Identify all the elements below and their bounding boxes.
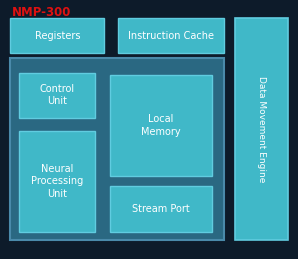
Text: Registers: Registers bbox=[35, 31, 80, 41]
Bar bbox=[10, 18, 104, 53]
Text: NMP-300: NMP-300 bbox=[12, 6, 71, 19]
Text: Neural
Processing
Unit: Neural Processing Unit bbox=[31, 164, 83, 199]
Text: Control
Unit: Control Unit bbox=[40, 84, 75, 106]
Text: Instruction Cache: Instruction Cache bbox=[128, 31, 214, 41]
Text: Data Movement Engine: Data Movement Engine bbox=[257, 76, 266, 182]
Bar bbox=[110, 186, 212, 232]
Bar bbox=[110, 75, 212, 176]
Text: Stream Port: Stream Port bbox=[132, 204, 190, 214]
Bar bbox=[235, 18, 288, 240]
Bar bbox=[118, 18, 224, 53]
Bar bbox=[10, 58, 224, 240]
Bar bbox=[19, 131, 95, 232]
Bar bbox=[19, 73, 95, 118]
Text: Local
Memory: Local Memory bbox=[141, 114, 181, 137]
